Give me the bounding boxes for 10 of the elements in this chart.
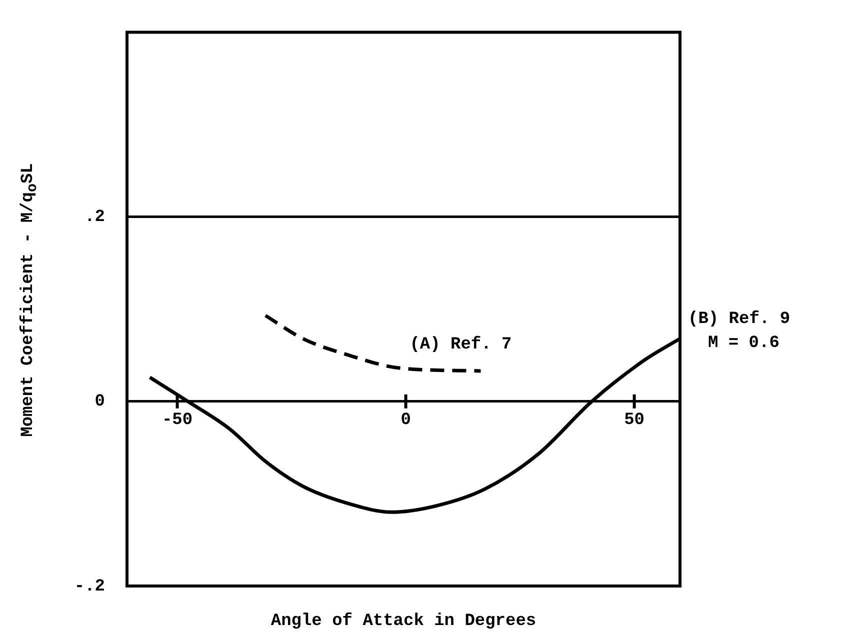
- series-label: (B) Ref. 9: [688, 310, 790, 329]
- text: M = 0.6: [708, 334, 780, 353]
- x-tick-label: 50: [624, 411, 644, 430]
- x-tick-label: -50: [162, 411, 193, 430]
- x-axis-title: Angle of Attack in Degrees: [270, 612, 536, 632]
- y-tick-label: .2: [84, 208, 105, 228]
- y-tick-label: 0: [94, 392, 105, 412]
- y-tick-label: -.2: [74, 577, 105, 596]
- series-label: (A) Ref. 7: [410, 336, 512, 355]
- x-tick-label: 0: [400, 411, 411, 430]
